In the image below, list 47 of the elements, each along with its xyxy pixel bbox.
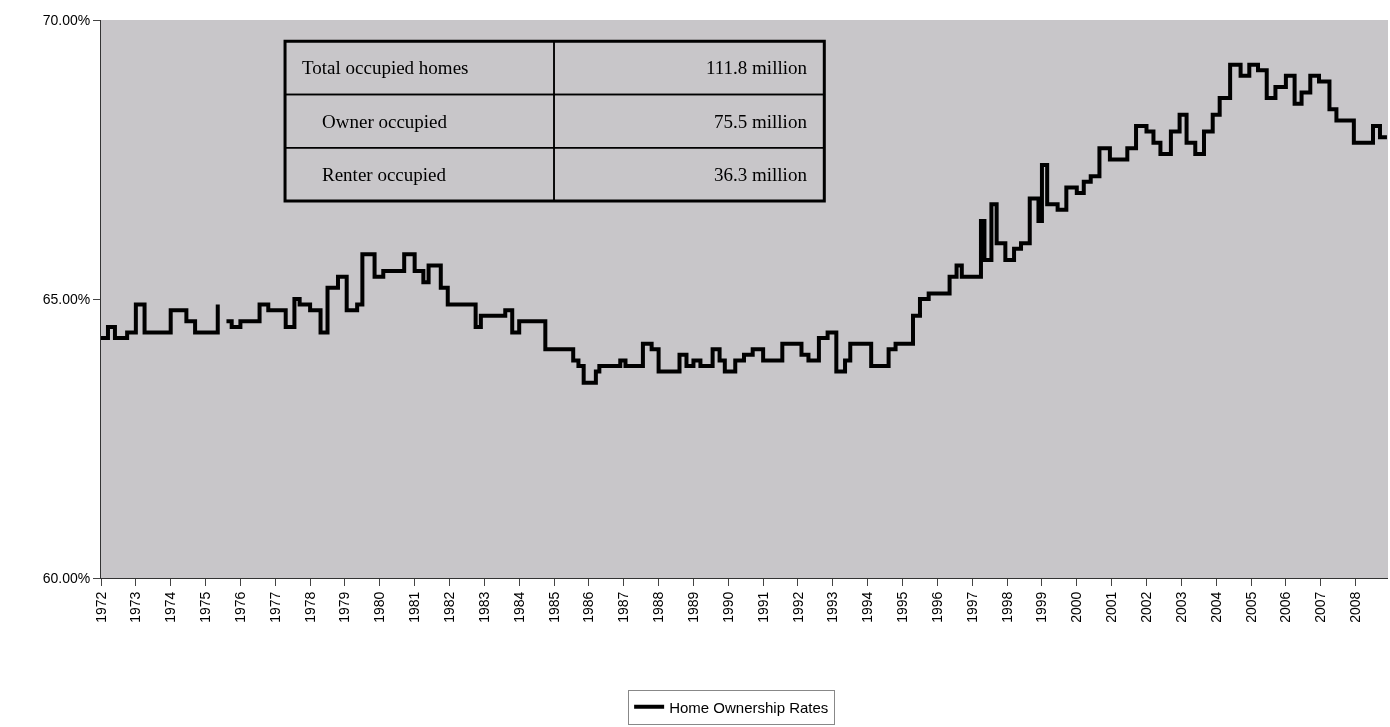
x-tick-label: 2008 xyxy=(1347,591,1364,623)
x-tick-label: 1980 xyxy=(371,591,388,623)
x-tick-label: 1992 xyxy=(789,591,806,623)
x-tick-label: 2006 xyxy=(1277,591,1294,623)
x-tick-label: 1994 xyxy=(859,591,876,623)
x-tick-label: 2005 xyxy=(1242,591,1259,623)
annotation: 36.3 million xyxy=(714,164,808,185)
x-tick-label: 1991 xyxy=(754,591,771,623)
x-tick-label: 2003 xyxy=(1172,591,1189,623)
annotation: 111.8 million xyxy=(706,57,808,78)
annotation: Renter occupied xyxy=(322,164,447,185)
x-tick-label: 1997 xyxy=(963,591,980,623)
x-tick-label: 1999 xyxy=(1033,591,1050,623)
y-tick-label: 65.00% xyxy=(42,290,91,307)
x-tick-label: 1974 xyxy=(162,591,179,623)
x-tick-label: 2001 xyxy=(1103,591,1120,623)
annotation: Owner occupied xyxy=(322,111,448,132)
x-tick-label: 1976 xyxy=(231,591,248,623)
x-tick-label: 1998 xyxy=(998,591,1015,623)
x-tick-label: 1981 xyxy=(406,591,423,623)
x-tick-label: 1995 xyxy=(894,591,911,623)
x-tick-label: 1975 xyxy=(197,591,214,623)
x-tick-label: 1979 xyxy=(336,591,353,623)
x-tick-label: 1996 xyxy=(928,591,945,623)
x-tick-label: 1988 xyxy=(650,591,667,623)
x-tick-label: 2007 xyxy=(1312,591,1329,623)
x-tick-label: 1982 xyxy=(441,591,458,623)
x-tick-label: 1977 xyxy=(266,591,283,623)
x-tick-label: 1986 xyxy=(580,591,597,623)
x-tick-label: 1978 xyxy=(301,591,318,623)
x-tick-label: 1972 xyxy=(92,591,109,623)
x-tick-label: 1973 xyxy=(127,591,144,623)
legend-label: Home Ownership Rates xyxy=(669,698,829,716)
x-tick-label: 1990 xyxy=(719,591,736,623)
x-tick-label: 2000 xyxy=(1068,591,1085,623)
x-tick-label: 1989 xyxy=(685,591,701,623)
x-tick-label: 2004 xyxy=(1207,591,1224,623)
y-tick-label: 60.00% xyxy=(42,569,91,586)
annotation: Total occupied homes xyxy=(302,57,469,78)
annotation: 75.5 million xyxy=(714,111,808,132)
x-tick-label: 1984 xyxy=(510,591,527,623)
x-tick-label: 1987 xyxy=(615,591,632,623)
x-tick-label: 1993 xyxy=(824,591,841,623)
x-tick-label: 1983 xyxy=(475,591,492,623)
x-tick-label: 2002 xyxy=(1138,591,1155,623)
x-tick-label: 1985 xyxy=(545,591,562,623)
y-tick-label: 70.00% xyxy=(42,11,91,28)
